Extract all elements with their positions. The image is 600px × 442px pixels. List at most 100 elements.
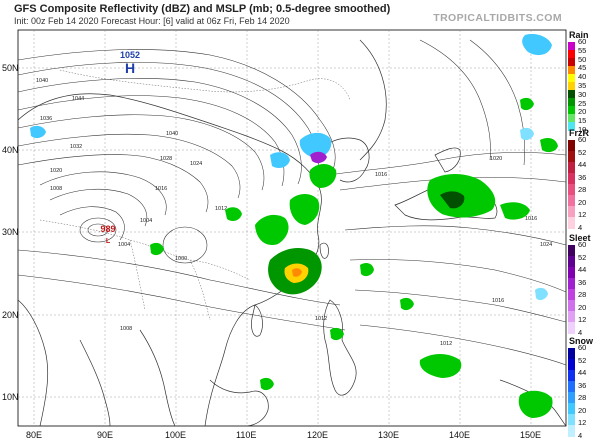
legend-swatch bbox=[568, 348, 575, 360]
brand-watermark: TROPICALTIDBITS.COM bbox=[433, 12, 562, 24]
legend-swatch bbox=[568, 403, 575, 415]
isobar-label: 1004 bbox=[140, 218, 152, 224]
legend-tick: 35 bbox=[578, 81, 587, 90]
legend-tick: 52 bbox=[578, 147, 587, 157]
legend-swatch bbox=[568, 151, 575, 163]
isobar-label: 1016 bbox=[492, 298, 504, 304]
lon-label: 90E bbox=[97, 430, 114, 440]
legend-tick: 60 bbox=[578, 240, 587, 249]
low-pressure-letter: L bbox=[106, 238, 111, 245]
legend-swatch bbox=[568, 245, 575, 257]
legend-rain: Rain 60 55 50 45 40 35 30 25 20 15 10 bbox=[567, 30, 600, 134]
legend-tick: 36 bbox=[578, 172, 587, 182]
legend-tick: 50 bbox=[578, 54, 587, 64]
legend-tick: 20 bbox=[578, 107, 587, 117]
legend-frzr: FrzR 60 52 44 36 28 20 12 4 bbox=[567, 128, 600, 232]
lon-label: 100E bbox=[165, 430, 187, 440]
legend-tick: 55 bbox=[578, 45, 587, 55]
borders bbox=[39, 69, 351, 321]
legend-tick: 60 bbox=[578, 343, 587, 352]
legend-swatch bbox=[568, 370, 575, 382]
legend-swatch bbox=[568, 82, 575, 91]
legend-tick: 12 bbox=[578, 210, 587, 220]
isobar-label: 1044 bbox=[72, 96, 84, 102]
lon-label: 80E bbox=[26, 430, 43, 440]
legend-swatch bbox=[568, 50, 575, 59]
isobar-label: 1016 bbox=[155, 186, 167, 192]
legend-swatch bbox=[568, 162, 575, 174]
isobar-label: 1040 bbox=[166, 131, 178, 137]
isobar-label: 1040 bbox=[36, 78, 48, 84]
legend-swatch bbox=[568, 311, 575, 323]
isobar-label: 1016 bbox=[375, 172, 387, 178]
legend-title: Sleet bbox=[569, 233, 591, 243]
legend-title: Rain bbox=[569, 30, 589, 40]
lon-label: 150E bbox=[520, 430, 542, 440]
legend-swatch bbox=[568, 114, 575, 123]
legend-tick: 20 bbox=[578, 405, 587, 415]
lon-label: 130E bbox=[378, 430, 400, 440]
legend-tick: 25 bbox=[578, 98, 587, 108]
legend-tick: 4 bbox=[578, 328, 583, 337]
lat-label: 10N bbox=[2, 392, 19, 402]
isobar-label: 1024 bbox=[540, 242, 552, 248]
lon-label: 110E bbox=[236, 430, 257, 440]
legend-swatch bbox=[568, 256, 575, 268]
legend-swatch bbox=[568, 359, 575, 371]
legend-tick: 60 bbox=[578, 135, 587, 144]
precip-sleet bbox=[310, 151, 327, 164]
pressure-low-center: 989 L bbox=[100, 224, 115, 245]
legend-swatch bbox=[568, 90, 575, 99]
legend-tick: 28 bbox=[578, 185, 587, 195]
legend-swatch bbox=[568, 381, 575, 393]
legend-tick: 36 bbox=[578, 380, 587, 390]
legend-swatch bbox=[568, 98, 575, 107]
lat-label: 20N bbox=[2, 310, 19, 320]
isobar-label: 1028 bbox=[160, 156, 172, 162]
legend-tick: 28 bbox=[578, 393, 587, 403]
isobar-labels: 1040 1036 1044 1040 1032 1028 1024 1020 … bbox=[36, 78, 552, 347]
legend-tick: 40 bbox=[578, 72, 587, 82]
legend-swatch bbox=[568, 217, 575, 229]
legend-title: FrzR bbox=[569, 128, 589, 138]
legend-swatch bbox=[568, 425, 575, 437]
legend-snow: Snow 60 52 44 36 28 20 12 4 bbox=[567, 336, 600, 440]
lon-label: 140E bbox=[449, 430, 471, 440]
legend-swatch bbox=[568, 322, 575, 334]
legend-tick: 28 bbox=[578, 290, 587, 300]
lon-label: 120E bbox=[307, 430, 329, 440]
legend-swatch bbox=[568, 42, 575, 51]
lat-label: 40N bbox=[2, 145, 19, 155]
legend-tick: 44 bbox=[578, 368, 587, 378]
high-pressure-letter: H bbox=[125, 60, 135, 76]
legend-tick: 30 bbox=[578, 89, 587, 99]
legend-swatch bbox=[568, 206, 575, 218]
legend-tick: 44 bbox=[578, 160, 587, 170]
legend-swatch bbox=[568, 300, 575, 312]
isobars bbox=[17, 39, 567, 366]
legend-tick: 60 bbox=[578, 37, 587, 46]
high-pressure-value: 1052 bbox=[120, 50, 140, 60]
isobar-label: 1020 bbox=[490, 156, 502, 162]
pressure-high-center: 1052 H bbox=[120, 50, 140, 76]
isobar-label: 1036 bbox=[40, 116, 52, 122]
legend-swatch bbox=[568, 74, 575, 83]
legend-tick: 10 bbox=[578, 125, 587, 134]
legend-tick: 4 bbox=[578, 431, 583, 440]
legend-tick: 36 bbox=[578, 277, 587, 287]
legend-swatch bbox=[568, 66, 575, 75]
isobar-label: 1012 bbox=[215, 206, 227, 212]
lat-label: 30N bbox=[2, 227, 19, 237]
legend-tick: 12 bbox=[578, 315, 587, 325]
legend-swatch bbox=[568, 184, 575, 196]
legend-tick: 15 bbox=[578, 116, 587, 126]
legend-swatch bbox=[568, 414, 575, 426]
legend-sleet: Sleet 60 52 44 36 28 20 12 4 bbox=[567, 233, 600, 337]
legend-swatch bbox=[568, 106, 575, 115]
legend-swatch bbox=[568, 140, 575, 152]
legend-tick: 4 bbox=[578, 223, 583, 232]
low-pressure-value: 989 bbox=[100, 224, 115, 234]
legend-swatch bbox=[568, 195, 575, 207]
isobar-label: 1008 bbox=[120, 326, 132, 332]
